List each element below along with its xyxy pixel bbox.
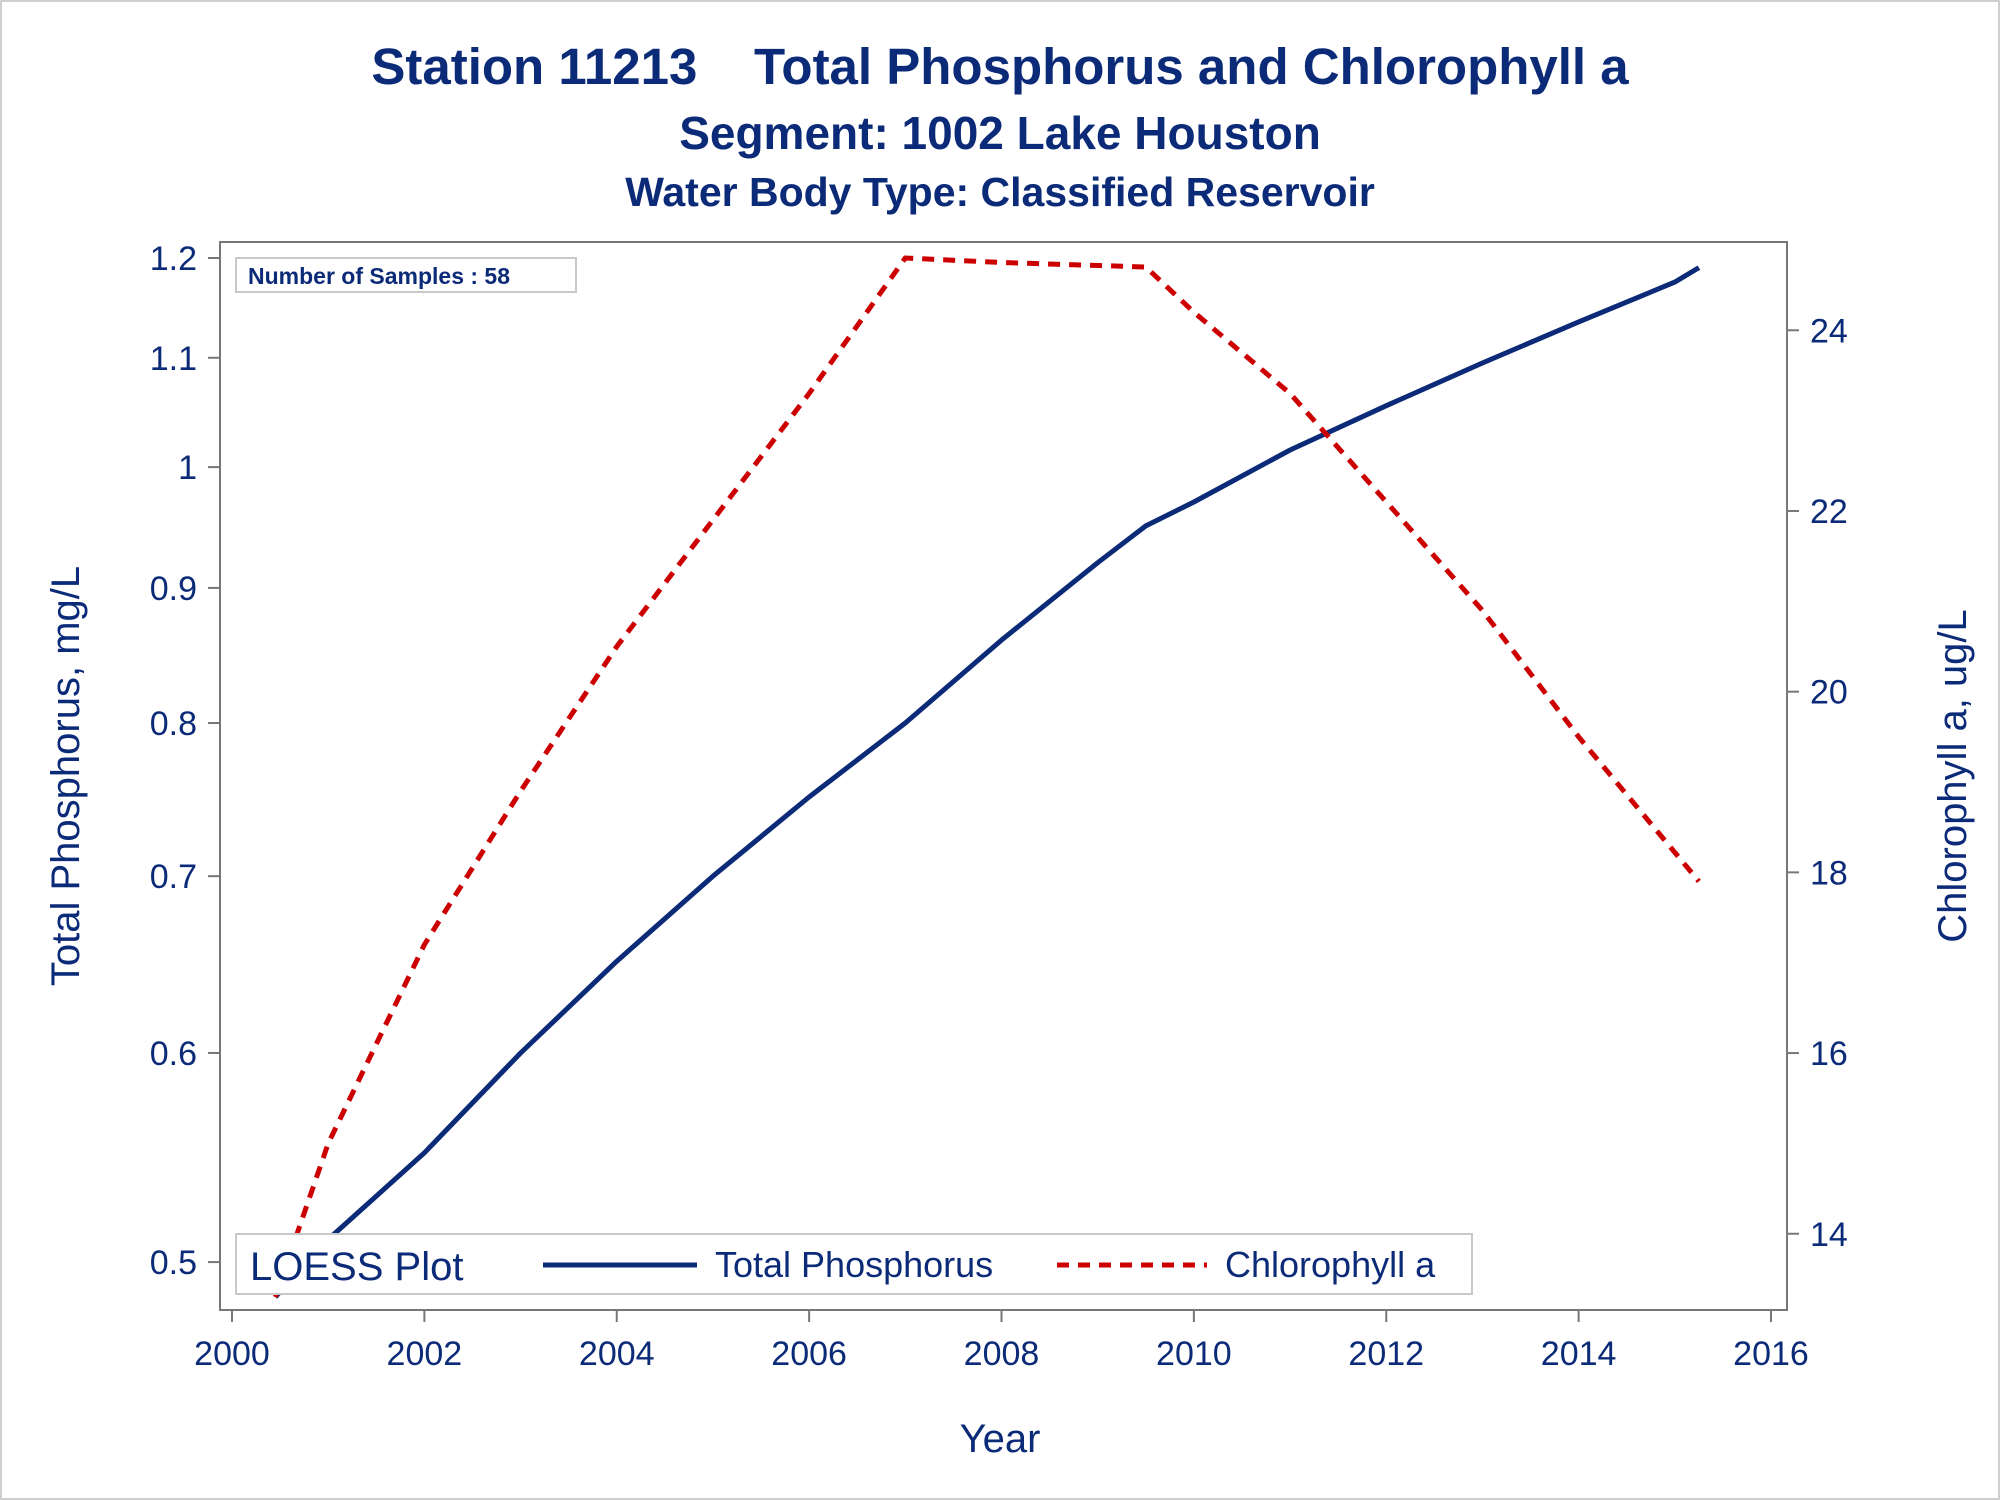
x-tick-label: 2012 [1348, 1335, 1424, 1373]
legend-label-total-phosphorus: Total Phosphorus [715, 1244, 993, 1285]
y-right-tick-label: 20 [1810, 674, 1848, 712]
chart-title: Station 11213 Total Phosphorus and Chlor… [371, 38, 1629, 95]
y-axis-left-label: Total Phosphorus, mg/L [44, 566, 88, 986]
y-right-tick-label: 18 [1810, 854, 1848, 892]
y-right-tick-label: 16 [1810, 1035, 1848, 1073]
y-right-tick-label: 24 [1810, 312, 1848, 350]
chart-subtitle-2: Water Body Type: Classified Reservoir [625, 169, 1375, 215]
y-left-tick-label: 0.5 [150, 1244, 197, 1282]
series-line-total-phosphorus [273, 265, 1701, 1299]
y-left-tick-label: 0.7 [150, 858, 197, 896]
y-left-tick-label: 0.9 [150, 570, 197, 608]
y-axis-left: 0.5 0.6 0.7 0.8 0.9 1 1.1 1.2 [150, 240, 220, 1282]
sample-count-box [235, 257, 577, 293]
x-axis-label: Year [960, 1417, 1041, 1461]
legend-label-chlorophyll-a: Chlorophyll a [1225, 1244, 1436, 1285]
x-tick-label: 2014 [1541, 1335, 1617, 1373]
y-axis-right: 14 16 18 20 22 24 [1787, 312, 1848, 1254]
series-line-chlorophyll-a [272, 255, 1701, 1298]
y-left-tick-label: 0.8 [150, 705, 197, 743]
y-axis-right-label: Chlorophyll a, ug/L [1931, 609, 1975, 943]
y-left-tick-label: 1 [178, 449, 197, 487]
x-tick-label: 2010 [1156, 1335, 1232, 1373]
x-tick-label: 2004 [579, 1335, 655, 1373]
chart-subtitle: Segment: 1002 Lake Houston [679, 107, 1321, 159]
y-left-tick-label: 1.2 [150, 240, 197, 278]
legend [235, 1233, 1473, 1295]
x-tick-label: 2002 [387, 1335, 463, 1373]
y-left-tick-label: 1.1 [150, 340, 197, 378]
x-axis: 2000 2002 2004 2006 2008 2010 2012 2014 2016 [194, 1310, 1809, 1373]
plot-area [219, 241, 1788, 1311]
y-right-tick-label: 14 [1810, 1216, 1848, 1254]
x-tick-label: 2008 [964, 1335, 1040, 1373]
x-tick-label: 2000 [194, 1335, 270, 1373]
x-tick-label: 2016 [1733, 1335, 1809, 1373]
y-left-tick-label: 0.6 [150, 1035, 197, 1073]
sample-count-text: Number of Samples : 58 [248, 263, 510, 289]
legend-title: LOESS Plot [250, 1245, 463, 1289]
x-tick-label: 2006 [771, 1335, 847, 1373]
y-right-tick-label: 22 [1810, 493, 1848, 531]
